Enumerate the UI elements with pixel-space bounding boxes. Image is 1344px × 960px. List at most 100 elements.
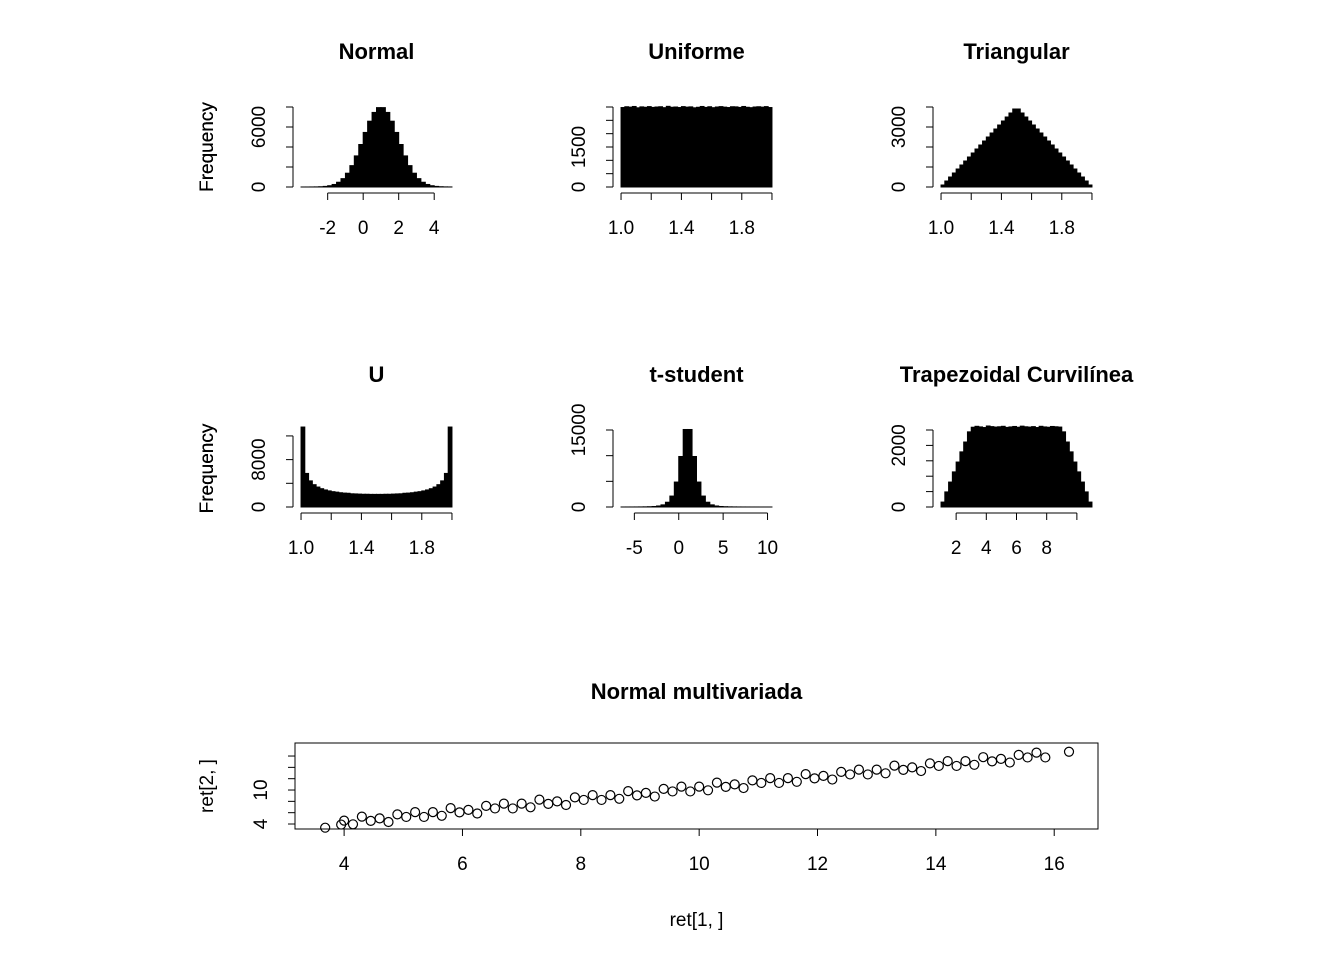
- bar: [948, 481, 953, 508]
- bar: [699, 105, 705, 188]
- bar: [433, 185, 440, 188]
- point: [1013, 749, 1024, 760]
- point: [1040, 752, 1051, 763]
- point: [336, 819, 347, 830]
- bar: [985, 425, 991, 508]
- point: [427, 807, 438, 818]
- bar: [955, 168, 961, 188]
- bar: [1042, 426, 1048, 508]
- bar: [662, 107, 667, 188]
- point: [356, 811, 367, 822]
- point: [614, 793, 625, 804]
- point: [560, 799, 572, 811]
- bar: [424, 183, 431, 188]
- bar: [748, 107, 754, 188]
- bar: [741, 105, 747, 188]
- y-tick-label: 2000: [889, 424, 910, 466]
- point: [915, 765, 927, 777]
- point: [320, 822, 331, 833]
- bar: [391, 493, 396, 508]
- bar: [955, 461, 961, 508]
- x-tick-label: 1.4: [988, 218, 1015, 239]
- bar: [989, 132, 995, 188]
- bar: [308, 480, 313, 508]
- x-tick-label: 6: [457, 854, 468, 875]
- bar: [376, 493, 381, 508]
- x-tick-label: 0: [673, 538, 684, 559]
- bar: [1031, 426, 1036, 508]
- bar: [358, 144, 364, 188]
- bar: [944, 491, 950, 508]
- bar: [327, 185, 333, 188]
- bar: [669, 495, 675, 508]
- bar: [398, 493, 404, 508]
- bar: [985, 136, 991, 188]
- x-tick-label: 4: [339, 854, 350, 875]
- bar: [349, 165, 355, 188]
- x-tick-label: 1.0: [928, 218, 954, 239]
- bar: [959, 451, 965, 508]
- bar: [436, 484, 442, 508]
- bar: [729, 106, 735, 188]
- y-axis-label: Frequency: [197, 102, 218, 192]
- point: [596, 794, 607, 806]
- y-tick-label: 0: [889, 502, 910, 513]
- bar: [703, 106, 709, 188]
- bar: [413, 491, 419, 508]
- bar: [417, 491, 423, 508]
- bar: [1027, 426, 1033, 508]
- y-tick-label: 3000: [889, 106, 910, 148]
- point: [525, 802, 536, 813]
- bar: [940, 184, 946, 188]
- bar: [628, 106, 633, 188]
- point: [809, 773, 820, 784]
- bar: [737, 106, 743, 188]
- bar: [1016, 108, 1021, 188]
- bar: [421, 490, 427, 508]
- bar: [763, 106, 769, 188]
- bar: [677, 107, 682, 188]
- point: [765, 773, 776, 784]
- bar: [1072, 168, 1078, 188]
- bar: [315, 486, 321, 508]
- bar: [974, 148, 980, 188]
- x-axis-label: ret[1, ]: [670, 910, 724, 931]
- bar: [687, 428, 693, 508]
- bar: [664, 501, 671, 508]
- chart-title: t-student: [649, 362, 744, 387]
- bar: [718, 505, 724, 508]
- point: [498, 798, 509, 809]
- x-tick-label: 12: [807, 854, 828, 875]
- bar: [1000, 425, 1006, 508]
- y-tick-label: 0: [569, 182, 590, 193]
- point: [1004, 757, 1015, 768]
- bar: [387, 493, 393, 508]
- bar: [970, 426, 976, 508]
- point: [924, 758, 936, 769]
- x-tick-label: -5: [626, 538, 643, 559]
- x-tick-label: 5: [718, 538, 729, 559]
- y-axis-label: Frequency: [197, 102, 218, 192]
- point: [907, 762, 918, 773]
- x-tick-label: 10: [689, 854, 710, 875]
- bar: [1076, 172, 1082, 188]
- point: [844, 769, 856, 780]
- point: [534, 794, 545, 805]
- bar: [1065, 160, 1070, 188]
- bar: [966, 431, 972, 508]
- point: [410, 807, 421, 818]
- bar: [383, 493, 389, 508]
- point: [720, 781, 731, 793]
- point: [791, 776, 802, 787]
- bar: [704, 501, 711, 508]
- bar: [691, 455, 697, 508]
- bar: [752, 106, 758, 188]
- point: [729, 779, 740, 790]
- bar: [428, 488, 434, 508]
- plot-box: [294, 742, 1099, 830]
- bar: [713, 505, 720, 508]
- bar: [1061, 156, 1067, 188]
- bar: [338, 492, 344, 508]
- bar: [304, 472, 310, 508]
